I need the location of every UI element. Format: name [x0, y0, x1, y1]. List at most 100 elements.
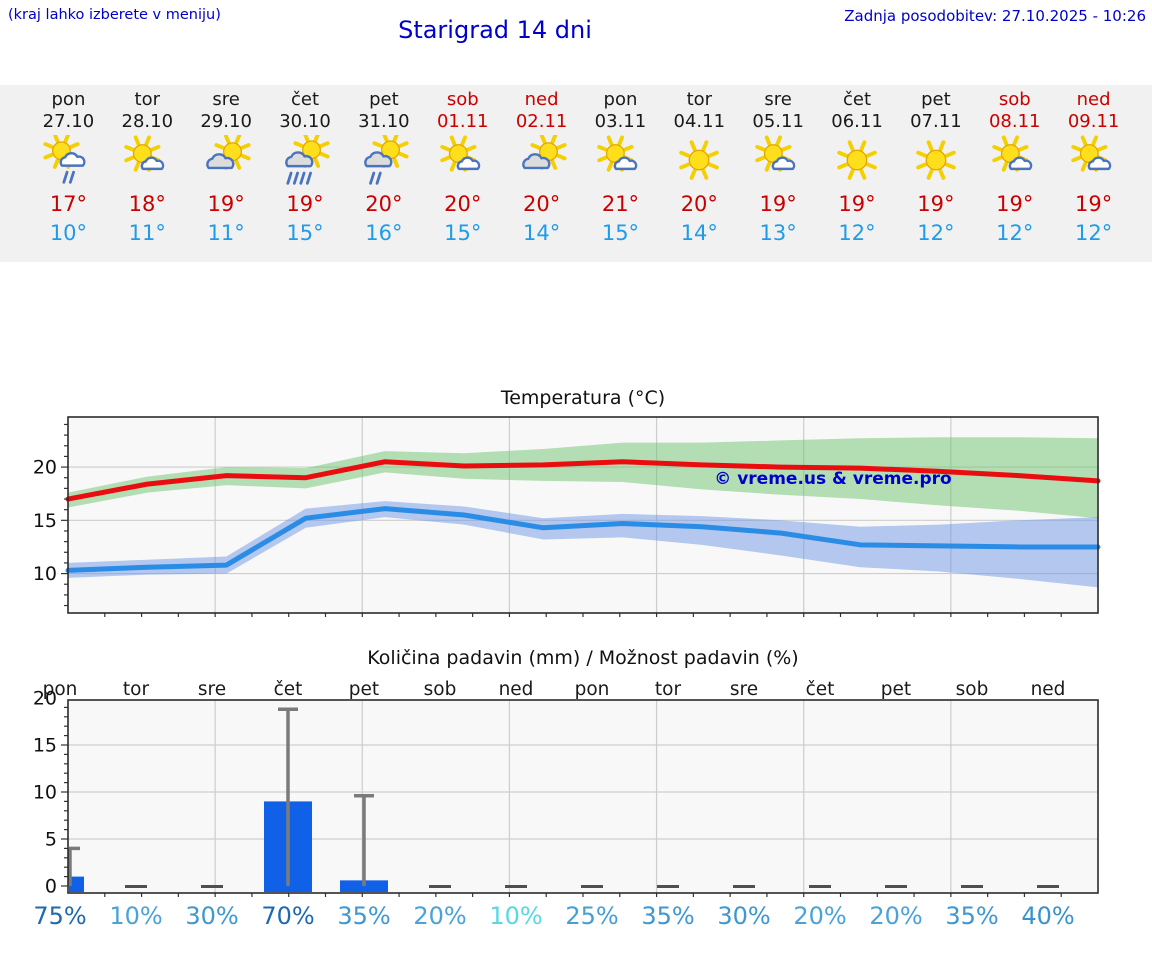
day-date: 08.11: [988, 111, 1041, 132]
day-name: tor: [686, 89, 713, 110]
day-name: sre: [212, 89, 240, 110]
day-column: sob 01.11 20° 15°: [423, 85, 502, 262]
precip-probability: 30%: [185, 902, 239, 930]
day-column: tor 04.11 20° 14°: [660, 85, 739, 262]
day-date: 27.10: [42, 111, 95, 132]
day-column: čet 06.11 19° 12°: [818, 85, 897, 262]
day-high-temp: 21°: [601, 192, 640, 216]
day-high-temp: 19°: [286, 192, 324, 216]
zero-bar-mark: [885, 885, 907, 888]
day-column: pon 03.11 21° 15°: [581, 85, 660, 262]
day-column: čet 30.10 19° 15°: [266, 85, 345, 262]
precip-probability: 20%: [413, 902, 467, 930]
sun-icon: [916, 140, 956, 180]
zero-bar-mark: [961, 885, 983, 888]
precip-probability: 35%: [945, 902, 999, 930]
temperature-chart-section: Temperatura (°C) 10 15 20 © vreme.us & vre…: [0, 385, 1152, 643]
day-axis-label: ned: [1031, 679, 1066, 700]
day-date: 02.11: [515, 111, 568, 132]
day-date: 28.10: [121, 111, 174, 132]
max-temperature-line: [65, 459, 1101, 502]
day-high-temp: 19°: [838, 192, 876, 216]
day-low-temp: 12°: [1074, 221, 1113, 245]
day-date: 04.11: [673, 111, 726, 132]
sun-gray-cloud-heavy-rain-icon: [285, 131, 330, 185]
sun-cloud-rain-light-icon: [43, 132, 86, 184]
y-tick-label: 0: [45, 876, 57, 898]
day-date: 03.11: [594, 111, 647, 132]
sun-small-cloud-icon: [439, 135, 480, 172]
day-icon-box: [673, 135, 725, 187]
day-date: 30.10: [279, 111, 331, 132]
precip-probability: 75%: [33, 902, 87, 930]
day-icon-box: [752, 135, 804, 187]
zero-bar-mark: [429, 885, 451, 888]
precip-probability: 10%: [489, 902, 543, 930]
day-name: tor: [134, 89, 161, 110]
day-column: pon 27.10 17° 10°: [29, 85, 108, 262]
day-low-temp: 15°: [286, 221, 324, 245]
y-tick-label: 15: [33, 510, 57, 532]
sun-icon: [837, 140, 877, 180]
day-column: sre 29.10 19° 11°: [187, 85, 266, 262]
day-high-temp: 20°: [444, 192, 482, 216]
precip-bar: [69, 876, 84, 892]
day-low-temp: 14°: [680, 221, 718, 245]
zero-bar-mark: [125, 885, 147, 888]
day-low-temp: 11°: [207, 221, 245, 245]
day-icon-box: [910, 135, 962, 187]
day-low-temp: 15°: [444, 221, 482, 245]
precip-probability: 40%: [1021, 902, 1075, 930]
day-high-temp: 19°: [759, 192, 797, 216]
day-name: pon: [51, 89, 86, 110]
precip-probability: 20%: [869, 902, 923, 930]
day-axis-label: ned: [499, 679, 534, 700]
min-temperature-band: [68, 501, 1098, 588]
day-low-temp: 12°: [996, 221, 1034, 245]
day-axis-label: sre: [198, 679, 226, 700]
day-strip-columns: pon 27.10 17° 10° tor 28.10 18° 11° sre 29.10 19° 1…: [29, 85, 1133, 262]
day-icon-box: [358, 131, 410, 187]
precip-probability-row: 75% 10% 30% 70% 35% 20% 10% 25% 35% 30% 20% 20% 35% 4…: [22, 901, 1086, 931]
precip-probability: 25%: [565, 902, 619, 930]
y-tick-label: 20: [33, 457, 57, 479]
temperature-chart: 10 15 20: [33, 416, 1101, 617]
day-date: 07.11: [910, 111, 962, 132]
day-axis-label: tor: [655, 679, 682, 700]
day-low-temp: 14°: [522, 221, 561, 245]
zero-bar-mark: [733, 885, 755, 888]
precipitation-chart: pon tor sre čet pet sob ned pon tor sre čet pet sob n…: [33, 679, 1099, 898]
day-column: sob 08.11 19° 12°: [975, 85, 1054, 262]
day-axis-label: pon: [43, 679, 78, 700]
day-axis-label: sre: [730, 679, 758, 700]
y-tick-label: 15: [33, 735, 57, 757]
day-axis-label: pet: [349, 679, 379, 700]
day-icon-box: [1068, 135, 1120, 187]
day-date: 09.11: [1067, 111, 1120, 132]
sun-small-cloud-icon: [992, 135, 1033, 172]
day-date: 01.11: [436, 111, 489, 132]
y-tick-label: 10: [33, 563, 57, 585]
day-high-temp: 20°: [680, 192, 718, 216]
day-name: sob: [446, 89, 479, 110]
day-low-temp: 15°: [601, 221, 640, 245]
day-low-temp: 12°: [917, 221, 955, 245]
day-name: pet: [921, 89, 951, 110]
day-name: sob: [998, 89, 1031, 110]
day-icon-box: [989, 135, 1041, 187]
day-name: ned: [1076, 89, 1111, 110]
day-high-temp: 18°: [128, 192, 166, 216]
watermark: © vreme.us & vreme.pro: [714, 469, 952, 489]
day-low-temp: 16°: [365, 221, 403, 245]
day-date: 05.11: [752, 111, 804, 132]
day-icon-box: [42, 132, 94, 187]
day-axis-label: sob: [956, 679, 989, 700]
day-icon-box: [594, 135, 646, 187]
sun-icon: [679, 140, 720, 180]
sun-small-cloud-icon: [124, 135, 165, 172]
day-column: tor 28.10 18° 11°: [108, 85, 187, 262]
day-name: pon: [603, 89, 638, 110]
precip-probability: 20%: [793, 902, 847, 930]
temperature-chart-title: Temperatura (°C): [500, 387, 666, 409]
